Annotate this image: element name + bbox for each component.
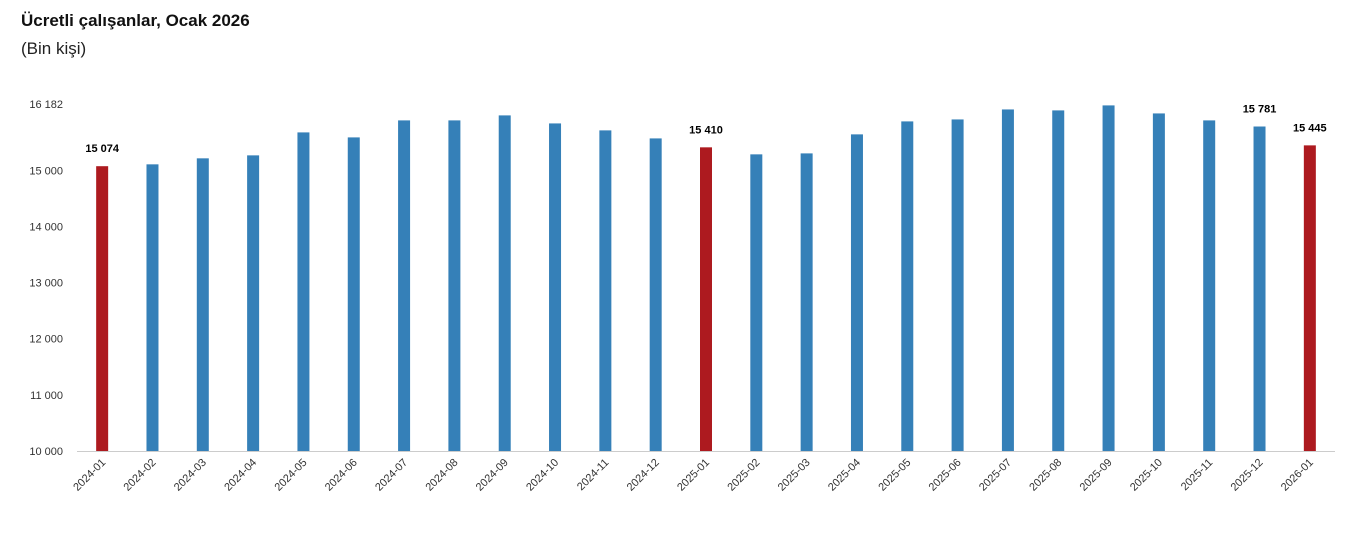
bar xyxy=(1303,145,1316,451)
bar xyxy=(498,115,511,451)
x-tick-label: 2024-02 xyxy=(122,457,159,494)
bar xyxy=(901,121,914,452)
x-tick-label: 2025-12 xyxy=(1229,457,1266,494)
value-label: 15 445 xyxy=(1293,122,1327,134)
bar xyxy=(146,164,159,451)
bar xyxy=(347,137,360,451)
bar xyxy=(1203,120,1216,451)
y-tick-label: 12 000 xyxy=(29,334,63,346)
bar xyxy=(599,130,612,452)
bar xyxy=(549,123,562,451)
y-tick-label: 11 000 xyxy=(30,390,63,402)
bar xyxy=(398,120,411,451)
x-tick-label: 2025-03 xyxy=(776,457,813,494)
x-tick-label: 2024-10 xyxy=(524,457,561,494)
x-tick-label: 2025-10 xyxy=(1128,457,1165,494)
y-tick-label: 16 182 xyxy=(29,99,63,111)
x-tick-label: 2024-08 xyxy=(423,457,460,494)
value-label: 15 410 xyxy=(689,124,723,136)
bar xyxy=(951,119,964,451)
x-tick-label: 2025-01 xyxy=(675,457,712,494)
chart-subtitle: (Bin kişi) xyxy=(21,39,86,58)
x-tick-label: 2025-11 xyxy=(1179,457,1215,493)
x-tick-label: 2026-01 xyxy=(1279,457,1316,494)
y-tick-label: 15 000 xyxy=(29,165,63,177)
bar xyxy=(1152,113,1165,451)
y-tick-label: 10 000 xyxy=(29,446,63,458)
bar xyxy=(196,158,209,451)
bar xyxy=(1253,126,1266,451)
bar xyxy=(297,132,310,451)
bar xyxy=(700,147,712,452)
x-tick-label: 2025-04 xyxy=(826,457,863,494)
x-tick-label: 2025-02 xyxy=(725,457,762,494)
bar xyxy=(247,155,260,451)
x-tick-label: 2024-06 xyxy=(323,457,360,494)
y-tick-label: 14 000 xyxy=(29,221,63,233)
x-tick-label: 2025-09 xyxy=(1078,457,1115,494)
value-label: 15 074 xyxy=(85,143,120,155)
bar xyxy=(850,134,863,452)
x-tick-label: 2025-05 xyxy=(876,457,913,494)
x-tick-label: 2025-06 xyxy=(927,457,964,494)
x-tick-label: 2024-07 xyxy=(373,457,410,494)
x-tick-label: 2024-11 xyxy=(575,457,611,493)
x-tick-label: 2024-05 xyxy=(273,457,310,494)
x-tick-label: 2024-01 xyxy=(71,457,108,494)
chart-title: Ücretli çalışanlar, Ocak 2026 xyxy=(21,11,250,30)
bar xyxy=(750,154,763,451)
x-tick-label: 2024-09 xyxy=(474,457,511,494)
x-tick-label: 2025-07 xyxy=(977,457,1014,494)
y-tick-label: 13 000 xyxy=(29,278,63,290)
bar xyxy=(1102,105,1115,452)
x-tick-label: 2024-03 xyxy=(172,457,209,494)
bar xyxy=(1052,110,1065,452)
bar xyxy=(649,138,662,451)
bar xyxy=(96,166,109,452)
x-tick-label: 2024-12 xyxy=(625,457,662,494)
x-tick-label: 2025-08 xyxy=(1027,457,1064,494)
bar xyxy=(1001,109,1014,452)
bar xyxy=(448,120,461,451)
x-tick-label: 2024-04 xyxy=(222,457,259,494)
bar xyxy=(800,153,813,451)
value-label: 15 781 xyxy=(1243,104,1277,116)
